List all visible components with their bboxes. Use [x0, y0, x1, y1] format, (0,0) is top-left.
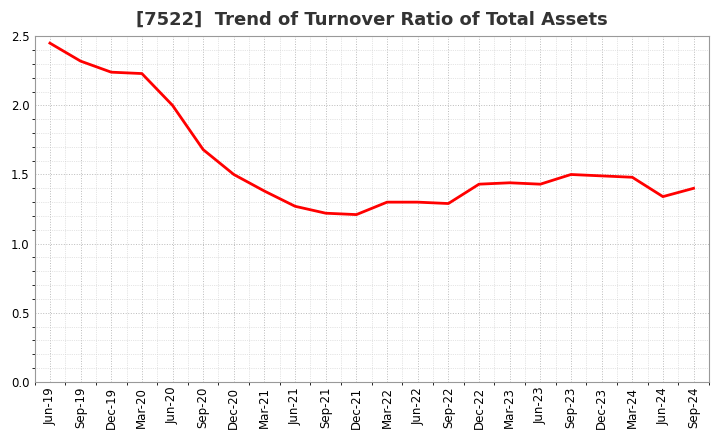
Title: [7522]  Trend of Turnover Ratio of Total Assets: [7522] Trend of Turnover Ratio of Total …: [136, 11, 608, 29]
